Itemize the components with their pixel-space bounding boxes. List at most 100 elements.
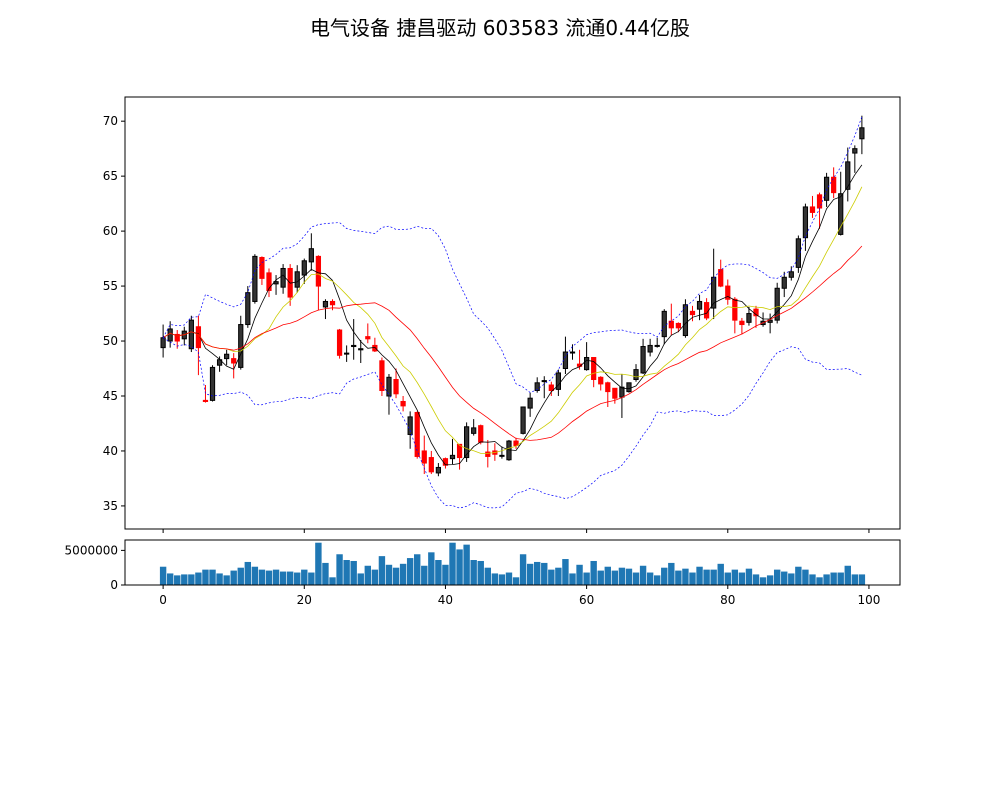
candle-body [464, 426, 470, 459]
candle-body [718, 269, 724, 287]
candle-body [859, 127, 865, 140]
candle [344, 345, 350, 362]
candle-body [696, 300, 703, 310]
candle [195, 315, 202, 376]
volume-bar [301, 569, 308, 585]
volume-bar [851, 574, 859, 585]
volume-bar [364, 565, 372, 585]
candle-body [569, 351, 576, 354]
x-tick-label: 60 [579, 593, 594, 607]
volume-bar [174, 575, 181, 585]
volume-bar [428, 552, 435, 585]
volume-bar [505, 572, 513, 585]
volume-bar [202, 569, 209, 585]
volume-bar [343, 560, 350, 585]
candle-body [788, 271, 794, 278]
candle-body [358, 348, 364, 351]
candle-body [555, 372, 561, 390]
volume-bar [216, 573, 223, 585]
candle [845, 147, 851, 202]
candle-body [245, 292, 251, 326]
x-tick-label: 100 [857, 593, 880, 607]
volume-bar [258, 569, 266, 585]
candle [591, 357, 597, 388]
candle [711, 248, 717, 320]
candle [718, 259, 724, 288]
candle [386, 374, 392, 415]
candle-body [202, 399, 209, 402]
x-tick-label: 0 [159, 593, 167, 607]
volume-bar [265, 570, 273, 585]
candle-body [746, 313, 752, 323]
candle-body [711, 276, 717, 309]
candle [767, 313, 773, 334]
candle [322, 299, 329, 320]
candle-body [661, 310, 667, 338]
candle [231, 353, 237, 379]
candle-body [456, 443, 463, 459]
candle-body [449, 454, 456, 460]
candle [308, 233, 314, 271]
candle-body [315, 255, 322, 287]
candle [259, 256, 265, 285]
volume-bar [414, 554, 421, 585]
candle [732, 297, 738, 334]
candle-body [626, 382, 632, 393]
volume-bar [512, 577, 520, 585]
volume-bar [399, 563, 407, 585]
candle-body [471, 427, 477, 434]
candle [802, 203, 809, 251]
candle [746, 306, 752, 326]
volume-bar [449, 542, 456, 585]
volume-bar [682, 568, 689, 585]
volume-bar [844, 565, 851, 585]
volume-bar [541, 562, 548, 585]
candle-body [478, 425, 484, 443]
candle [414, 411, 420, 459]
candle [280, 264, 286, 294]
volume-bar [519, 554, 527, 585]
candle-body [435, 466, 442, 474]
volume-bar [604, 566, 611, 585]
candle-body [703, 302, 710, 319]
candle [555, 369, 561, 396]
candle-body [160, 337, 166, 349]
volume-bar [724, 572, 731, 585]
x-tick-label: 40 [438, 593, 453, 607]
volume-bar [237, 567, 244, 585]
candle [583, 342, 590, 371]
volume-bar [181, 574, 188, 585]
volume-bar [484, 567, 491, 585]
candle-body [809, 206, 816, 213]
candle-body [407, 416, 413, 435]
volume-bar [809, 574, 816, 585]
volume-bar [526, 563, 534, 585]
candle-body [379, 360, 385, 391]
candle [160, 324, 166, 358]
volume-bar [816, 577, 823, 585]
candle [781, 271, 787, 298]
candle-body [421, 450, 427, 464]
volume-bar [731, 569, 739, 585]
candle-body [774, 287, 780, 321]
candle [534, 377, 540, 393]
volume-bar [653, 575, 661, 585]
candle [831, 167, 837, 199]
candle-body [322, 300, 329, 308]
candle-body [534, 382, 540, 391]
candle-body [583, 357, 590, 371]
candle [619, 374, 625, 418]
candle-body [174, 333, 180, 342]
candle [456, 443, 463, 470]
candle [795, 235, 801, 273]
candle [266, 268, 272, 298]
candle-body [831, 176, 837, 194]
candle-body [668, 320, 674, 329]
candle [852, 145, 858, 173]
y-tick-label: 35 [103, 499, 118, 513]
candle [449, 438, 456, 465]
volume-bar [491, 573, 499, 585]
candle-body [400, 400, 406, 407]
candle [358, 339, 364, 364]
volume-bar [639, 565, 647, 585]
